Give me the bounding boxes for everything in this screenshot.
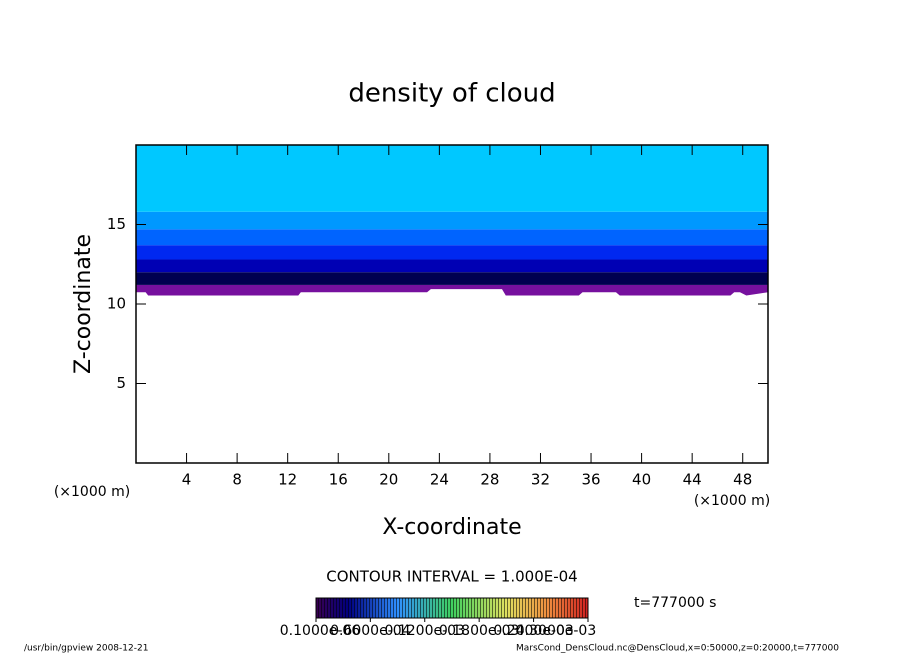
x-tick-label: 24 <box>430 471 449 489</box>
colorbar-stripes <box>316 598 588 618</box>
x-tick-label: 20 <box>379 471 398 489</box>
y-tick-label: 15 <box>107 215 126 233</box>
x-unit: (×1000 m) <box>54 484 130 500</box>
x-tick-label: 12 <box>278 471 297 489</box>
x-tick-label: 28 <box>480 471 499 489</box>
x-tick-label: 48 <box>733 471 752 489</box>
colorbar-tick-label: 0.3000e-03 <box>516 623 596 639</box>
x-axis-label: X-coordinate <box>382 515 521 540</box>
contour-interval: CONTOUR INTERVAL = 1.000E-04 <box>326 568 577 586</box>
contour-band <box>136 259 768 273</box>
contour-band <box>136 229 768 246</box>
time-label: t=777000 s <box>634 595 716 611</box>
x-tick-label: 16 <box>329 471 348 489</box>
contour-band <box>136 211 768 230</box>
y-axis-label: Z-coordinate <box>71 234 96 374</box>
x-tick-label: 4 <box>182 471 192 489</box>
contour-band <box>136 145 768 212</box>
colorbar-tick-label: 0.2400e-03 <box>493 623 573 639</box>
y-unit: (×1000 m) <box>694 493 770 509</box>
x-tick-label: 44 <box>683 471 702 489</box>
chart-title: density of cloud <box>348 79 555 109</box>
colorbar-tick-label: 0.6000e-04 <box>330 623 411 639</box>
x-tick-label: 8 <box>232 471 242 489</box>
footer-right: MarsCond_DensCloud.nc@DensCloud,x=0:5000… <box>516 644 839 654</box>
contour-band <box>136 245 768 260</box>
x-tick-label: 32 <box>531 471 550 489</box>
y-tick-label: 5 <box>116 374 126 392</box>
cloud-base <box>136 287 769 296</box>
colorbar-tick-label: 0.1800e-03 <box>439 623 519 639</box>
contour-band <box>136 272 768 285</box>
colorbar-tick-label: 0.1200e-03 <box>385 623 465 639</box>
colorbar-tick-label: 0.1000e-06 <box>280 623 361 639</box>
y-tick-label: 10 <box>107 295 126 313</box>
x-tick-label: 36 <box>581 471 600 489</box>
x-tick-label: 40 <box>632 471 651 489</box>
contour-band <box>136 284 768 295</box>
footer-left: /usr/bin/gpview 2008-12-21 <box>24 644 148 654</box>
